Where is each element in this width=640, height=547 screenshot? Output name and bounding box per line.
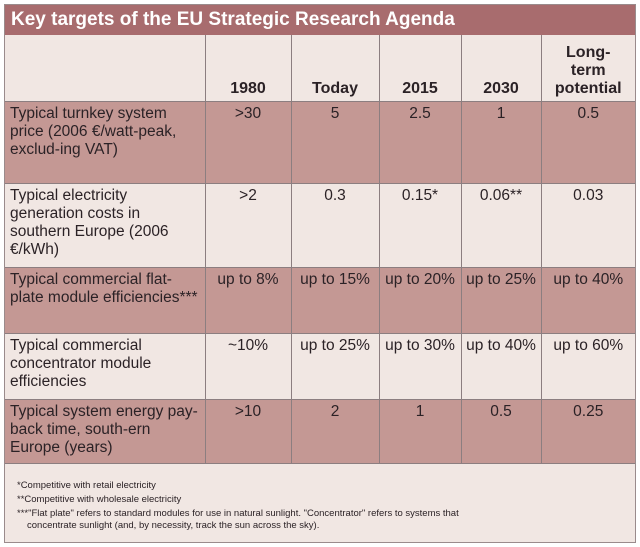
footnote: ***"Flat plate" refers to standard modul… <box>17 508 459 519</box>
cell-value: >2 <box>205 183 292 268</box>
table-row: Typical system energy pay-back time, sou… <box>5 399 635 464</box>
cell-value: >30 <box>205 101 292 184</box>
row-label: Typical commercial concentrator module e… <box>5 333 206 400</box>
cell-value: up to 20% <box>379 267 462 334</box>
footnote: **Competitive with wholesale electricity <box>17 494 182 505</box>
cell-value: 0.15* <box>379 183 462 268</box>
cell-value: 0.06** <box>461 183 542 268</box>
row-label: Typical system energy pay-back time, sou… <box>5 399 206 464</box>
cell-value: 1 <box>461 101 542 184</box>
column-header-2015: 2015 <box>379 35 462 102</box>
targets-table-figure: Key targets of the EU Strategic Research… <box>4 4 636 543</box>
column-header-long-term: Long- term potential <box>541 35 635 102</box>
cell-value: 5 <box>291 101 380 184</box>
column-header-1980: 1980 <box>205 35 292 102</box>
footnote: *Competitive with retail electricity <box>17 480 156 491</box>
cell-value: up to 30% <box>379 333 462 400</box>
row-label: Typical commercial flat-plate module eff… <box>5 267 206 334</box>
cell-value: 0.5 <box>461 399 542 464</box>
table-row: Typical electricity generation costs in … <box>5 183 635 268</box>
cell-value: 0.03 <box>541 183 635 268</box>
cell-value: up to 8% <box>205 267 292 334</box>
column-header-2030: 2030 <box>461 35 542 102</box>
cell-value: 0.5 <box>541 101 635 184</box>
row-label: Typical turnkey system price (2006 €/wat… <box>5 101 206 184</box>
cell-value: up to 60% <box>541 333 635 400</box>
column-header-label <box>5 35 206 102</box>
table-row: Typical turnkey system price (2006 €/wat… <box>5 101 635 184</box>
targets-table: 1980 Today 2015 2030 Long- term potentia… <box>5 35 635 464</box>
cell-value: up to 40% <box>461 333 542 400</box>
table-title: Key targets of the EU Strategic Research… <box>5 5 635 35</box>
cell-value: 2 <box>291 399 380 464</box>
footnotes: *Competitive with retail electricity **C… <box>17 480 627 534</box>
cell-value: up to 40% <box>541 267 635 334</box>
cell-value: up to 25% <box>291 333 380 400</box>
cell-value: 1 <box>379 399 462 464</box>
cell-value: up to 25% <box>461 267 542 334</box>
row-label: Typical electricity generation costs in … <box>5 183 206 268</box>
table-row: Typical commercial concentrator module e… <box>5 333 635 400</box>
column-header-today: Today <box>291 35 380 102</box>
cell-value: ~10% <box>205 333 292 400</box>
header-row: 1980 Today 2015 2030 Long- term potentia… <box>5 35 635 102</box>
cell-value: >10 <box>205 399 292 464</box>
footnote: concentrate sunlight (and, by necessity,… <box>27 520 320 531</box>
cell-value: up to 15% <box>291 267 380 334</box>
table-row: Typical commercial flat-plate module eff… <box>5 267 635 334</box>
cell-value: 0.3 <box>291 183 380 268</box>
cell-value: 0.25 <box>541 399 635 464</box>
cell-value: 2.5 <box>379 101 462 184</box>
